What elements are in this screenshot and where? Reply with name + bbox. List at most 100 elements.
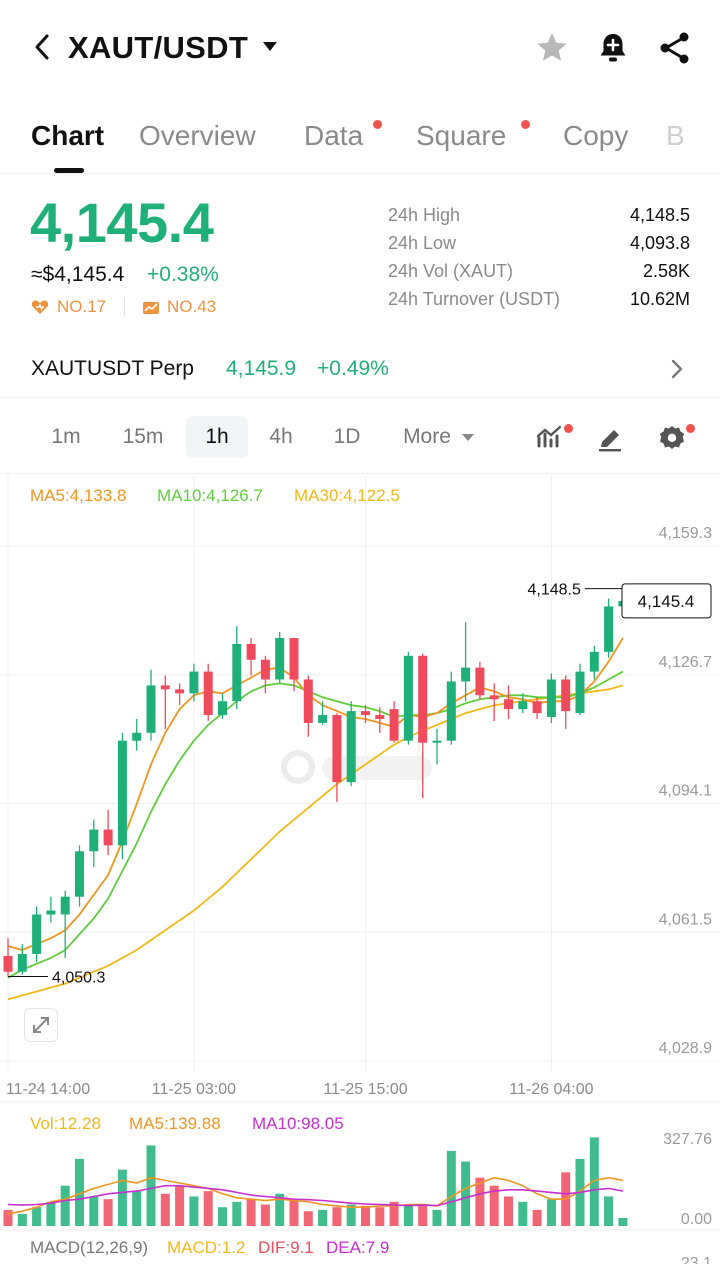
interval-1m[interactable]: 1m <box>51 425 81 448</box>
tab-copy[interactable]: Copy <box>563 120 629 151</box>
candle-body <box>361 711 370 716</box>
candle-body <box>146 685 156 733</box>
volume-bar <box>489 1185 499 1226</box>
candle-body <box>346 711 356 783</box>
settings-gear-icon[interactable] <box>658 424 686 457</box>
section-tabs: Chart Overview Data Square Copy B <box>0 108 720 174</box>
ma30-line <box>7 684 624 1001</box>
volume-bar <box>361 1205 370 1226</box>
candle-body <box>589 651 599 672</box>
tab-data[interactable]: Data <box>304 120 364 151</box>
candle-body <box>232 643 242 702</box>
candle-body <box>318 715 328 723</box>
pair-title[interactable]: XAUT/USDT <box>68 30 249 65</box>
price-change-percent: +0.38% <box>147 263 219 286</box>
y-tick-label: 4,094.1 <box>659 783 712 800</box>
star-icon[interactable] <box>534 30 570 66</box>
interval-1h[interactable]: 1h <box>186 416 248 458</box>
candle-body <box>218 701 227 716</box>
volume-bar <box>432 1209 442 1226</box>
candlestick-chart[interactable]: 4,148.5 4,050.3 4,145.4 4,159.3 4,126.7 4,09… <box>0 476 720 1264</box>
volume-bar <box>3 1209 13 1226</box>
candle-body <box>3 955 13 972</box>
candle-body <box>575 671 585 714</box>
candle-body <box>117 740 127 846</box>
macd-legend-params: MACD(12,26,9) <box>30 1238 149 1257</box>
x-tick-label: 11-25 15:00 <box>323 1081 407 1098</box>
volume-bar <box>60 1185 70 1226</box>
candle-body <box>446 681 456 741</box>
settings-notification-dot <box>686 424 695 433</box>
vol-legend: Vol:12.28 <box>30 1114 101 1133</box>
candle-body <box>604 606 614 652</box>
y-tick-label: 4,028.9 <box>659 1040 712 1057</box>
volume-bar <box>518 1201 528 1226</box>
volume-bar <box>446 1150 456 1226</box>
candle-body <box>303 679 313 723</box>
volume-bar <box>532 1209 542 1226</box>
candle-body <box>546 679 556 718</box>
interval-bar: 1m 15m 1h 4h 1D More <box>0 400 720 474</box>
expand-chart-icon[interactable] <box>24 1008 58 1042</box>
bell-add-icon[interactable] <box>595 30 631 66</box>
macd-legend-dif: DIF:9.1 <box>258 1238 314 1257</box>
y-tick-label: 4,061.5 <box>659 911 712 928</box>
volume-bar <box>103 1199 113 1226</box>
tab-chart[interactable]: Chart <box>31 120 105 151</box>
draw-pencil-icon[interactable] <box>596 424 624 457</box>
volume-bar <box>504 1196 513 1226</box>
chevron-down-icon[interactable] <box>263 42 277 51</box>
tab-square-notification-dot <box>521 120 530 129</box>
interval-more[interactable]: More <box>403 425 451 448</box>
volume-bar <box>332 1207 342 1226</box>
candle-body <box>60 896 70 915</box>
back-arrow-icon[interactable] <box>28 32 58 62</box>
y-tick-label: 4,126.7 <box>659 654 712 671</box>
candle-body <box>275 638 285 680</box>
stat-label-turnover: 24h Turnover (USDT) <box>388 289 561 309</box>
heart-rank-icon <box>31 298 49 321</box>
volume-bar <box>389 1201 399 1226</box>
stat-label-high: 24h High <box>388 205 461 225</box>
stat-label-volume: 24h Vol (XAUT) <box>388 261 514 281</box>
volume-bar <box>318 1209 328 1226</box>
interval-15m[interactable]: 15m <box>122 425 164 448</box>
more-caret-icon <box>462 434 474 441</box>
perp-link-row[interactable]: XAUTUSDT Perp 4,145.9 +0.49% <box>0 340 720 398</box>
volume-bar <box>260 1204 270 1226</box>
ma5-line <box>7 637 624 951</box>
volume-bar <box>289 1200 299 1226</box>
candle-body <box>489 695 499 700</box>
candle-body <box>32 914 42 954</box>
chevron-right-icon <box>666 354 688 391</box>
stat-value-volume: 2.58K <box>642 261 690 281</box>
macd-legend-value: MACD:1.2 <box>167 1238 246 1257</box>
volume-ma10-line <box>7 1184 624 1207</box>
top-bar: XAUT/USDT <box>0 0 720 100</box>
stat-value-low: 4,093.8 <box>629 233 690 253</box>
kline-chart-area[interactable]: MA5:4,133.8 MA10:4,126.7 MA30:4,122.5 4,… <box>0 476 720 1264</box>
volume-bar <box>189 1196 199 1226</box>
tab-square[interactable]: Square <box>416 120 507 151</box>
candle-body <box>246 643 256 660</box>
volume-bar <box>89 1196 99 1226</box>
candle-body <box>561 679 571 712</box>
rank-badge-2[interactable]: NO.43 <box>167 297 217 316</box>
candle-body <box>475 667 485 696</box>
candle-body <box>518 701 528 710</box>
candle-body <box>532 701 542 714</box>
rank-separator <box>124 298 125 316</box>
candle-body <box>189 671 199 694</box>
tab-more[interactable]: B <box>666 120 685 151</box>
interval-4h[interactable]: 4h <box>269 425 293 448</box>
indicator-icon[interactable] <box>536 424 564 457</box>
share-icon[interactable] <box>657 30 693 66</box>
tab-overview[interactable]: Overview <box>139 120 256 151</box>
volume-ma5-line <box>7 1176 624 1215</box>
macd-legend-dea: DEA:7.9 <box>326 1238 390 1257</box>
ma10-line <box>7 670 624 979</box>
usd-price: ≈$4,145.4 <box>31 263 125 286</box>
volume-max-label: 327.76 <box>663 1131 712 1148</box>
rank-badge-1[interactable]: NO.17 <box>57 297 107 316</box>
interval-1d[interactable]: 1D <box>333 425 361 448</box>
